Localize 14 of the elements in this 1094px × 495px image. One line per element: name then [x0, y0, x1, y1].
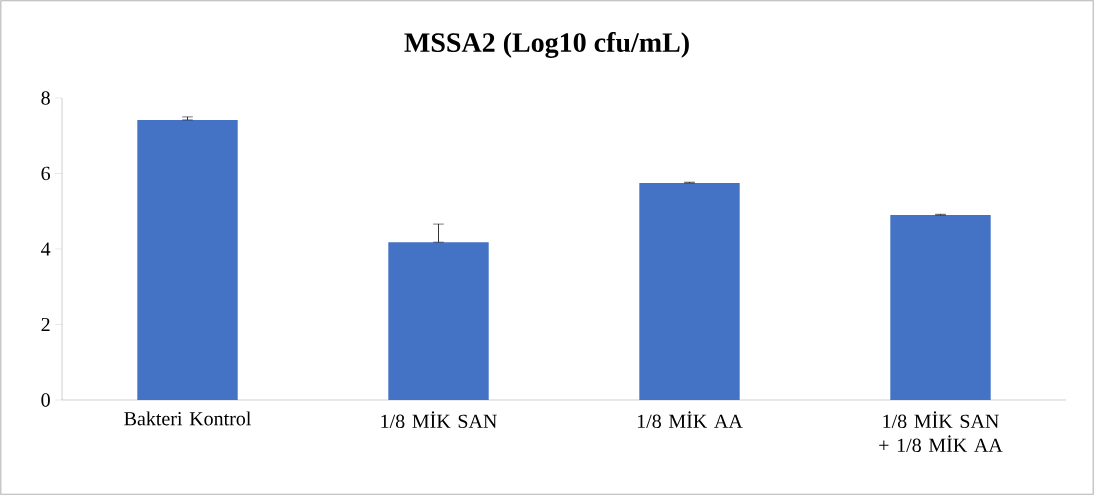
chart-title: MSSA2 (Log10 cfu/mL)	[404, 32, 689, 58]
x-tick-label: 1/8 MİK SAN + 1/8 MİK AA	[879, 411, 1003, 453]
y-tick-label: 6	[41, 166, 51, 181]
y-tick-label: 0	[41, 393, 50, 407]
y-tick-label: 4	[41, 242, 51, 256]
bar	[890, 215, 991, 400]
y-tick-label: 8	[41, 91, 50, 105]
bar	[639, 182, 740, 400]
bar	[388, 242, 489, 400]
bar	[137, 119, 238, 400]
x-tick-label: 1/8 MİK SAN	[381, 411, 497, 429]
x-tick-label: Bakteri Kontrol	[124, 411, 251, 426]
y-tick-label: 2	[41, 317, 50, 332]
x-tick-label: 1/8 MİK AA	[637, 411, 743, 429]
